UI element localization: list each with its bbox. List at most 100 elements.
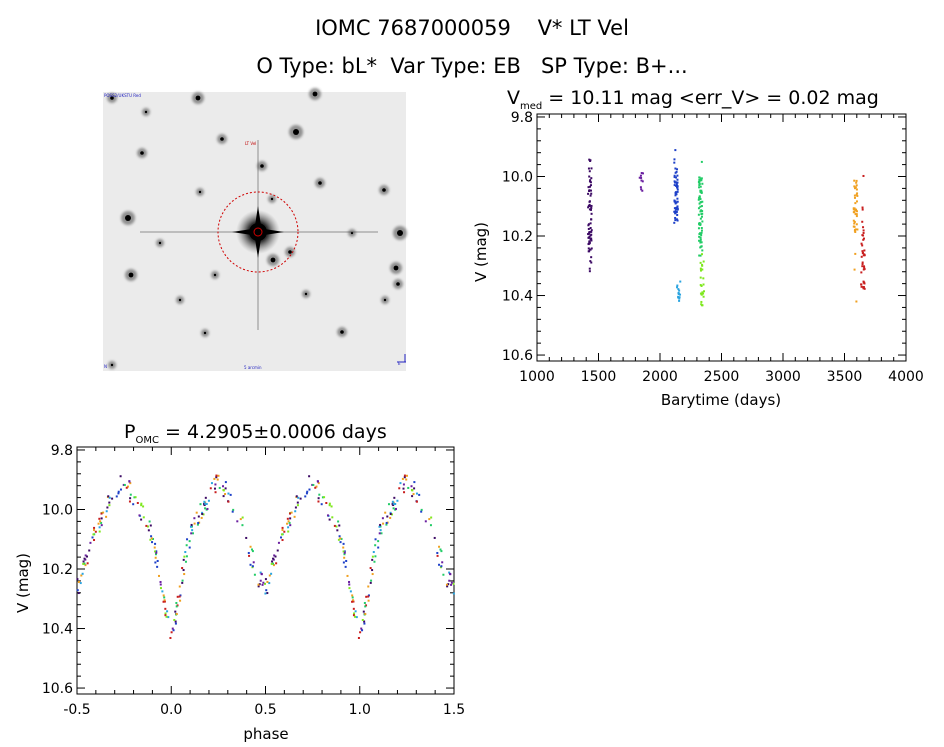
timeseries-point	[853, 211, 856, 214]
timeseries-point	[588, 208, 591, 211]
phase-point	[97, 522, 100, 525]
phase-point	[392, 504, 395, 507]
timeseries-point	[675, 201, 678, 204]
timeseries-point	[701, 291, 704, 294]
phase-point	[393, 496, 396, 499]
timeseries-point	[699, 269, 702, 272]
timeseries-point	[588, 242, 591, 245]
timeseries-point	[673, 180, 676, 183]
timeseries-point	[674, 212, 677, 215]
timeseries-point	[700, 205, 703, 208]
phase-point	[296, 501, 299, 504]
timeseries-point	[697, 207, 700, 210]
timeseries-point	[863, 282, 866, 285]
phase-point	[107, 495, 110, 498]
phase-point	[229, 493, 232, 496]
timeseries-point	[679, 280, 682, 283]
phase-point	[154, 542, 157, 545]
phase-point	[117, 492, 120, 495]
phase-point	[257, 583, 260, 586]
phase-point	[119, 488, 122, 491]
phase-point	[275, 562, 278, 565]
timeseries-point	[853, 196, 856, 199]
timeseries-point	[587, 247, 590, 250]
timeseries-point	[673, 221, 676, 224]
phase-point	[295, 495, 298, 498]
timeseries-point	[700, 177, 703, 180]
phase-point	[294, 510, 297, 513]
timeseries-point	[677, 295, 680, 298]
phase-point	[227, 500, 230, 503]
timeseries-point	[589, 238, 592, 241]
phase-point	[263, 582, 266, 585]
phase-point	[415, 492, 418, 495]
phase-point	[305, 492, 308, 495]
phase-point	[190, 532, 193, 535]
phase-point	[316, 480, 319, 483]
phase-point	[172, 629, 175, 632]
timeseries-point	[676, 190, 679, 193]
phase-point	[372, 551, 375, 554]
phase-point	[93, 539, 96, 542]
phase-point	[210, 482, 213, 485]
phase-point	[340, 537, 343, 540]
timeseries-y-tick-label: 9.8	[511, 110, 533, 126]
phase-x-tick-label: 1.5	[443, 702, 465, 718]
timeseries-point	[853, 225, 856, 228]
phase-point	[380, 532, 383, 535]
field-star	[293, 129, 299, 135]
phase-point	[343, 553, 346, 556]
phase-point	[264, 592, 267, 595]
phase-point	[289, 517, 292, 520]
timeseries-point	[698, 195, 701, 198]
phase-point	[440, 565, 443, 568]
timeseries-point	[699, 189, 702, 192]
timeseries-point	[674, 191, 677, 194]
timeseries-point	[677, 288, 680, 291]
timeseries-point	[587, 167, 590, 170]
phase-point	[364, 612, 367, 615]
phase-point	[174, 622, 177, 625]
field-star	[397, 230, 403, 236]
phase-point	[181, 581, 184, 584]
phase-point	[328, 502, 331, 505]
timeseries-point	[698, 179, 701, 182]
phase-x-tick-label: -0.5	[63, 702, 90, 718]
phase-point	[249, 545, 252, 548]
phase-point	[136, 501, 139, 504]
timeseries-point	[700, 231, 703, 234]
timeseries-point	[861, 251, 864, 254]
field-star	[382, 188, 386, 192]
timeseries-point	[698, 183, 701, 186]
phase-point	[140, 502, 143, 505]
phase-point	[83, 562, 86, 565]
phase-point	[442, 573, 445, 576]
timeseries-point	[639, 186, 642, 189]
field-star	[393, 265, 399, 271]
timeseries-point	[640, 179, 643, 182]
timeseries-point	[589, 194, 592, 197]
phase-x-tick-label: 0.0	[160, 702, 182, 718]
timeseries-y-tick-label: 10.4	[502, 289, 533, 305]
image-label-target: LT Vel	[245, 141, 256, 146]
image-label-scale: 5 arcmin	[244, 365, 262, 370]
phase-point	[317, 500, 320, 503]
phase-point	[222, 489, 225, 492]
field-star	[318, 181, 322, 185]
timeseries-point	[589, 222, 592, 225]
timeseries-point	[862, 238, 865, 241]
phase-point	[178, 585, 181, 588]
field-star	[178, 298, 182, 302]
timeseries-y-tick-label: 10.6	[502, 348, 533, 364]
phase-point	[343, 550, 346, 553]
timeseries-point	[589, 226, 592, 229]
phase-point	[342, 542, 345, 545]
timeseries-x-tick-label: 3000	[765, 369, 801, 385]
timeseries-point	[676, 284, 679, 287]
phase-point	[203, 504, 206, 507]
phase-point	[314, 486, 317, 489]
field-star	[270, 257, 276, 263]
phase-point	[343, 556, 346, 559]
timeseries-point	[698, 235, 701, 238]
timeseries-point	[699, 292, 702, 295]
